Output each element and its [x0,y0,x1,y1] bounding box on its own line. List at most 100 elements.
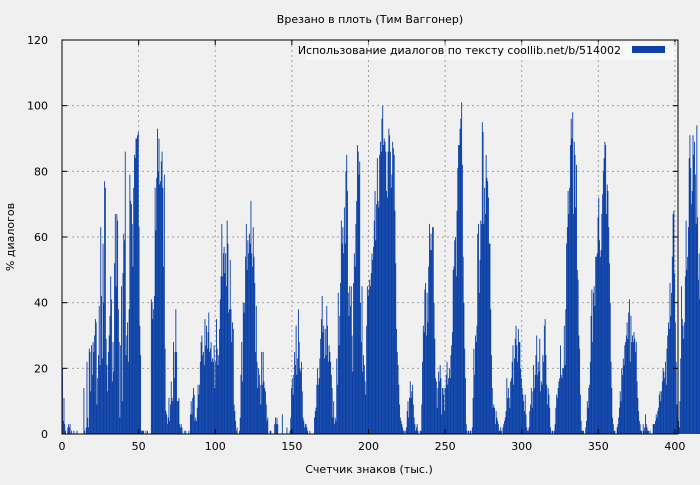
bar [632,335,633,434]
bar [64,424,66,434]
bar [127,361,129,434]
bar [547,388,549,434]
bar [511,361,513,434]
bar [216,319,217,434]
bar [621,368,623,434]
bar [254,282,256,434]
bar [519,342,521,434]
bar [460,118,462,435]
bar [365,394,367,434]
bar [437,388,439,434]
bar [241,342,243,434]
bar [242,302,244,434]
bar [569,145,571,434]
bar [579,348,581,434]
bar [561,378,563,434]
bar [147,430,148,434]
bar [612,424,614,434]
bar [225,286,227,434]
bar [159,184,161,434]
bar [93,351,95,434]
bar [610,361,612,434]
bar [465,424,467,434]
bar [397,365,399,434]
bar [304,427,306,434]
bar [152,319,154,434]
bar [291,378,293,434]
bar [366,286,368,434]
bar [455,276,457,434]
bar [189,414,191,434]
bar [164,348,166,434]
bar [215,361,217,434]
bar [477,233,479,434]
bar [85,427,87,434]
bar [697,217,699,434]
bar [105,338,107,434]
bar [196,407,198,434]
bar [367,296,369,434]
bar [297,309,299,434]
bar [560,374,562,434]
bar [188,430,190,434]
bar [527,430,528,434]
legend-swatch [632,46,665,53]
bar [228,312,230,434]
bar [415,427,417,434]
bar [138,227,140,434]
bar [454,240,456,434]
bar [694,174,696,434]
bar [451,332,453,434]
bar [368,289,370,434]
legend-box [306,42,676,60]
bar [540,391,541,434]
bar [399,404,401,434]
x-tick-label: 150 [281,440,302,453]
bar [140,430,142,434]
bar [317,368,319,434]
bar [104,187,106,434]
bar [125,355,127,434]
bar [87,417,89,434]
bar [343,207,345,434]
bar [423,332,425,434]
bar [124,151,126,434]
bar [659,391,661,434]
bar [327,361,329,434]
bar [206,325,207,434]
x-tick-label: 350 [588,440,609,453]
bar [219,328,220,434]
bar [101,358,103,434]
bar [402,427,404,434]
bar [474,335,476,434]
bar [674,322,676,434]
bar [554,424,556,434]
bar [685,220,687,434]
bar [443,388,445,434]
bar [225,253,227,434]
bar [343,253,345,434]
bar [230,309,232,434]
bar [333,401,335,434]
bar [67,427,69,434]
bar [403,430,405,434]
bar [122,273,124,434]
bar [533,388,535,434]
bar [626,322,628,434]
bar [196,420,197,434]
bar [435,381,437,434]
bar [396,351,398,434]
bar [643,430,645,434]
bar [218,355,220,434]
bar [596,253,598,434]
bar [98,355,99,434]
bar [432,227,434,434]
bar [451,345,453,434]
bar [597,217,599,434]
bar [465,378,466,434]
bar [476,325,478,434]
bar [328,345,330,434]
bar [438,381,440,434]
bar [609,263,610,434]
bar [242,381,243,434]
